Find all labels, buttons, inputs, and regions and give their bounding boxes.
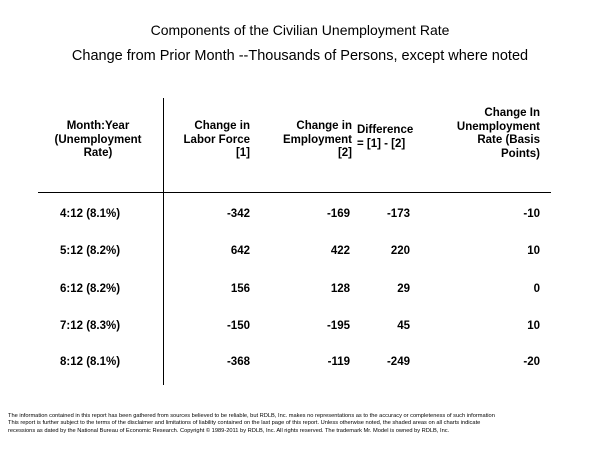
cell-rate: -10 (523, 208, 540, 220)
cell-difference: -173 (386, 208, 410, 220)
cell-employment: 128 (330, 283, 350, 295)
cell-labor-force: 642 (230, 245, 250, 257)
cell-difference: -249 (386, 356, 410, 368)
disclaimer-line: This report is further subject to the te… (8, 420, 481, 427)
header-month: Month:Year (Unemployment Rate) (54, 120, 142, 159)
table-vertical-divider (163, 98, 164, 385)
cell-rate: 10 (527, 320, 540, 332)
table-row: 4:12 (8.1%) -342 -169 -173 -10 (0, 208, 600, 224)
cell-employment: -169 (326, 208, 350, 220)
page-title: Components of the Civilian Unemployment … (150, 22, 450, 38)
cell-difference: 45 (397, 320, 410, 332)
disclaimer-line: The information contained in this report… (8, 413, 495, 419)
cell-labor-force: -368 (226, 356, 250, 368)
table-row: 8:12 (8.1%) -368 -119 -249 -20 (0, 356, 600, 372)
cell-month: 7:12 (8.3%) (60, 320, 121, 332)
cell-month: 4:12 (8.1%) (60, 208, 121, 220)
header-labor-force: Change in Labor Force [1] (183, 120, 250, 159)
cell-employment: -119 (327, 356, 350, 368)
cell-labor-force: -342 (226, 208, 250, 220)
page-subtitle: Change from Prior Month --Thousands of P… (71, 48, 529, 64)
cell-rate: -20 (523, 356, 540, 368)
header-difference: Difference = [1] - [2] (357, 124, 414, 150)
cell-rate: 10 (527, 245, 540, 257)
cell-month: 8:12 (8.1%) (60, 356, 121, 368)
cell-rate: 0 (533, 283, 540, 295)
cell-employment: -195 (326, 320, 350, 332)
table-row: 6:12 (8.2%) 156 128 29 0 (0, 283, 600, 299)
cell-month: 6:12 (8.2%) (60, 283, 121, 295)
cell-difference: 29 (397, 283, 410, 295)
cell-difference: 220 (390, 245, 410, 257)
table-horizontal-divider (38, 192, 551, 193)
table-row: 5:12 (8.2%) 642 422 220 10 (0, 245, 600, 261)
table-row: 7:12 (8.3%) -150 -195 45 10 (0, 320, 600, 336)
cell-labor-force: -150 (226, 320, 250, 332)
cell-labor-force: 156 (230, 283, 250, 295)
disclaimer-line: recessions as dated by the National Bure… (8, 427, 450, 434)
cell-employment: 422 (330, 245, 350, 257)
disclaimer-footer: The information contained in this report… (8, 413, 598, 435)
cell-month: 5:12 (8.2%) (60, 245, 121, 257)
header-employment: Change in Employment [2] (282, 120, 352, 159)
header-rate: Change In Unemployment Rate (Basis Point… (456, 107, 540, 160)
